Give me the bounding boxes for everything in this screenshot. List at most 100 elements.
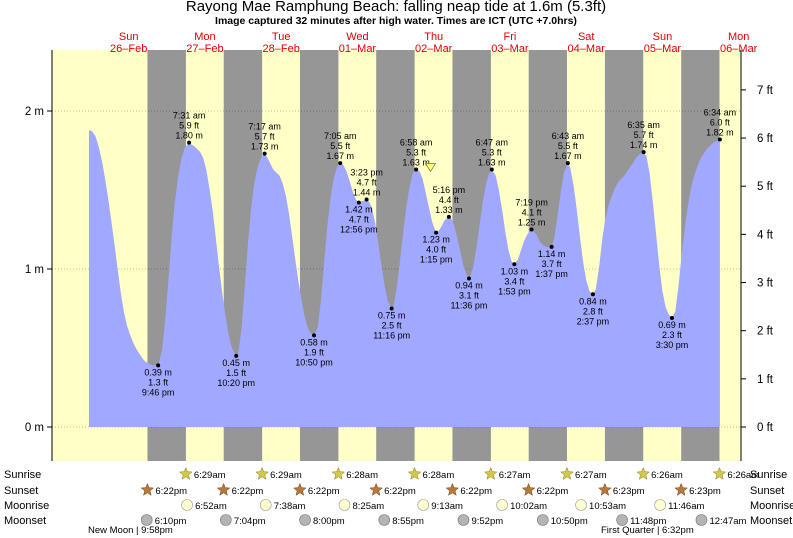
- extreme-dot: [549, 244, 554, 249]
- moonrise-time: 11:46am: [668, 501, 704, 512]
- high-tide-label: 5.3 ft: [482, 147, 503, 157]
- extreme-dot: [356, 200, 361, 205]
- high-tide-label: 6:58 am: [400, 137, 433, 147]
- day-date: 02–Mar: [415, 43, 453, 55]
- low-tide-label: 3.1 ft: [459, 290, 480, 300]
- low-tide-label: 1.42 m: [345, 205, 373, 215]
- sunset-time: 6:23pm: [689, 486, 721, 497]
- row-label-right: Moonrise: [750, 500, 793, 512]
- sunset-icon: [140, 482, 155, 496]
- extreme-dot: [414, 167, 419, 172]
- low-tide-label: 11:16 pm: [373, 331, 410, 341]
- moonset-time: 12:47am: [709, 516, 746, 527]
- sunset-time: 6:22pm: [308, 486, 340, 497]
- day-name: Tue: [272, 31, 291, 43]
- high-tide-label: 1.67 m: [326, 151, 354, 161]
- extreme-dot: [364, 197, 369, 202]
- low-tide-label: 1.23 m: [422, 235, 450, 245]
- moonset-icon: [220, 514, 232, 526]
- low-tide-label: 10:50 pm: [295, 357, 333, 367]
- moonrise-icon: [259, 499, 272, 511]
- sunset-icon: [216, 482, 231, 496]
- low-tide-label: 1.03 m: [501, 266, 529, 276]
- high-tide-label: 5.5 ft: [558, 141, 579, 151]
- high-tide-label: 6:35 am: [627, 120, 660, 130]
- extreme-dot: [641, 150, 646, 155]
- chart-title: Rayong Mae Ramphung Beach: falling neap …: [186, 0, 606, 15]
- day-date: 03–Mar: [491, 43, 529, 55]
- sunrise-icon: [179, 466, 193, 480]
- high-tide-label: 4.1 ft: [522, 208, 543, 218]
- high-tide-label: 7:19 pm: [515, 198, 548, 208]
- right-tick-label: 3 ft: [757, 278, 774, 290]
- extreme-dot: [669, 315, 674, 320]
- moonset-time: 8:00pm: [313, 516, 345, 527]
- moonset-time: 8:55pm: [392, 516, 424, 527]
- extreme-dot: [529, 227, 534, 232]
- moonset-icon: [616, 514, 628, 526]
- moonrise-time: 7:38am: [274, 501, 306, 512]
- day-date: 06–Mar: [720, 43, 758, 55]
- right-tick-label: 7 ft: [757, 85, 774, 97]
- sun-moon-rows: Sunrise Sunrise Sunset Sunset Moonrise Moonri…: [4, 466, 793, 536]
- sunset-icon: [598, 482, 612, 496]
- right-tick-label: 1 ft: [757, 374, 774, 386]
- day-date: 28–Feb: [263, 43, 300, 55]
- sunrise-icon: [331, 466, 346, 480]
- sunrise-time: 6:27am: [575, 470, 607, 481]
- low-tide-label: 0.75 m: [378, 311, 406, 321]
- sunrise-time: 6:28am: [423, 470, 455, 481]
- extreme-dot: [262, 151, 267, 156]
- day-headers: Sun26–FebMon27–FebTue28–FebWed01–MarThu0…: [110, 31, 758, 55]
- sunset-icon: [445, 482, 460, 496]
- moonset-time: 9:52pm: [471, 516, 503, 527]
- sunrise-time: 6:29am: [194, 470, 226, 481]
- low-tide-label: 1.5 ft: [226, 368, 247, 378]
- high-tide-label: 1.44 m: [353, 187, 381, 197]
- extreme-dot: [312, 333, 317, 338]
- moonset-icon: [378, 514, 391, 526]
- high-tide-label: 4.4 ft: [439, 195, 460, 205]
- moonrise-icon: [654, 499, 666, 511]
- sunset-icon: [293, 482, 307, 496]
- axes: 0 m 1 m 2 m 0 ft 1 ft 2 ft 3 ft 4 ft 5 ft 6 ft 7 f…: [25, 50, 774, 461]
- chart-subtitle: Image captured 32 minutes after high wat…: [215, 15, 577, 27]
- high-tide-label: 1.82 m: [706, 127, 734, 137]
- moonrise-time: 8:25am: [352, 501, 384, 512]
- low-tide-label: 0.84 m: [579, 296, 607, 306]
- right-tick-label: 0 ft: [757, 422, 774, 434]
- low-tide-label: 1.9 ft: [304, 347, 325, 357]
- extreme-dot: [338, 161, 343, 166]
- day-name: Thu: [424, 31, 443, 43]
- row-label-left: Moonset: [4, 515, 46, 527]
- moonset-time: 10:50pm: [551, 516, 588, 527]
- sunrise-time: 6:29am: [270, 470, 302, 481]
- low-tide-label: 9:46 pm: [142, 387, 175, 397]
- extreme-dot: [187, 140, 192, 145]
- tide-area: [89, 130, 720, 427]
- high-tide-label: 5.7 ft: [255, 132, 276, 142]
- extreme-dot: [565, 161, 570, 166]
- sunrise-icon: [560, 466, 574, 480]
- extreme-dot: [717, 137, 722, 142]
- low-tide-label: 1.3 ft: [148, 377, 169, 387]
- low-tide-label: 0.69 m: [658, 320, 686, 330]
- row-label-right: Moonset: [750, 515, 792, 527]
- moonrise-icon: [575, 499, 587, 511]
- high-tide-label: 6:47 am: [476, 137, 509, 147]
- left-tick-label: 2 m: [25, 106, 44, 118]
- high-tide-label: 1.25 m: [518, 218, 546, 228]
- moonrise-time: 10:53am: [589, 501, 626, 512]
- extreme-dot: [512, 262, 517, 267]
- right-tick-label: 6 ft: [757, 133, 774, 145]
- right-tick-label: 4 ft: [757, 229, 774, 241]
- day-date: 05–Mar: [644, 43, 682, 55]
- day-date: 27–Feb: [186, 43, 223, 55]
- left-tick-label: 1 m: [25, 264, 44, 276]
- low-tide-label: 2:37 pm: [577, 316, 610, 326]
- moonrise-time: 6:52am: [195, 501, 227, 512]
- high-tide-label: 7:31 am: [173, 111, 206, 121]
- high-tide-label: 3:23 pm: [350, 167, 383, 177]
- high-tide-label: 5.7 ft: [634, 130, 655, 140]
